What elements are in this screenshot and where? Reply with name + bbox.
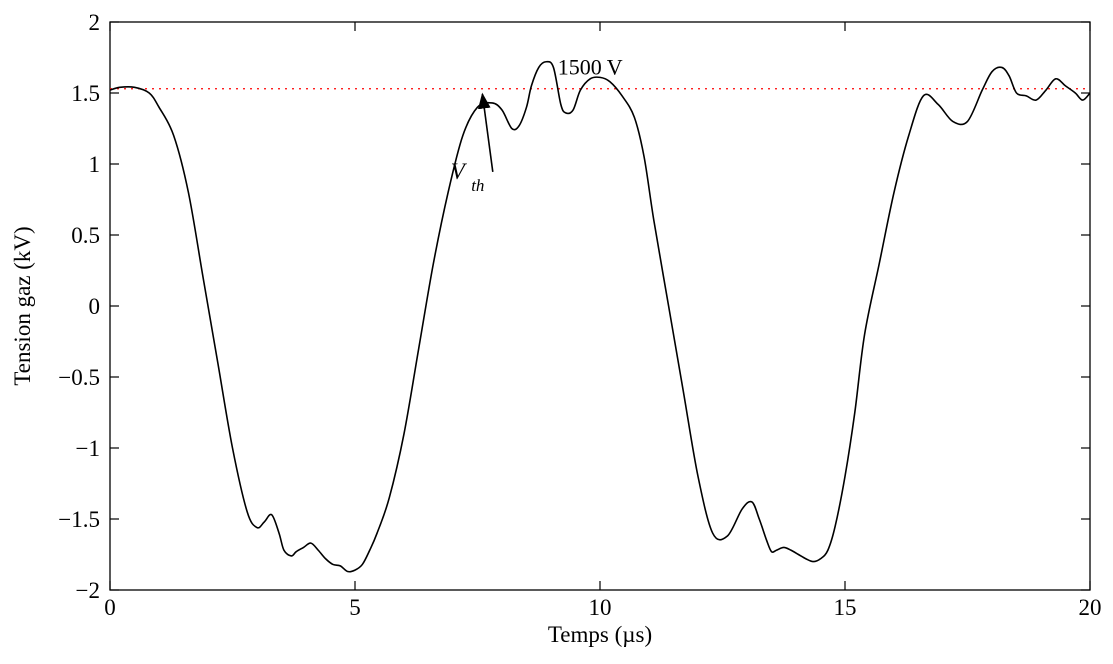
x-tick-label: 5	[349, 595, 361, 620]
x-axis-label: Temps (µs)	[548, 622, 652, 647]
series-line	[110, 60, 1090, 573]
annotation-arrow	[477, 92, 494, 173]
axis-tick-labels: 0 5 10 15 20 −2 −1.5 −1 −0.5 0 0.5 1 1.5 2	[58, 10, 1101, 620]
y-tick-label: 0	[89, 294, 101, 319]
x-tick-label: 0	[104, 595, 116, 620]
y-tick-label: 0.5	[71, 223, 100, 248]
annotation-main-text: V	[451, 159, 468, 184]
y-tick-label: 1	[89, 152, 101, 177]
x-tick-label: 20	[1079, 595, 1102, 620]
y-axis-label: Tension gaz (kV)	[10, 226, 35, 385]
annotation-subscript: th	[471, 176, 484, 195]
axis-ticks	[109, 21, 1091, 591]
annotation-label: V th	[451, 159, 485, 195]
plot-frame	[109, 21, 1091, 591]
x-tick-label: 15	[834, 595, 857, 620]
y-tick-label: −1	[76, 436, 100, 461]
threshold-label: 1500 V	[558, 55, 623, 80]
x-tick-label: 10	[589, 595, 612, 620]
y-tick-label: 1.5	[71, 81, 100, 106]
y-tick-label: −2	[76, 578, 100, 603]
y-tick-label: 2	[89, 10, 101, 35]
y-tick-label: −0.5	[58, 365, 100, 390]
y-tick-label: −1.5	[58, 507, 100, 532]
